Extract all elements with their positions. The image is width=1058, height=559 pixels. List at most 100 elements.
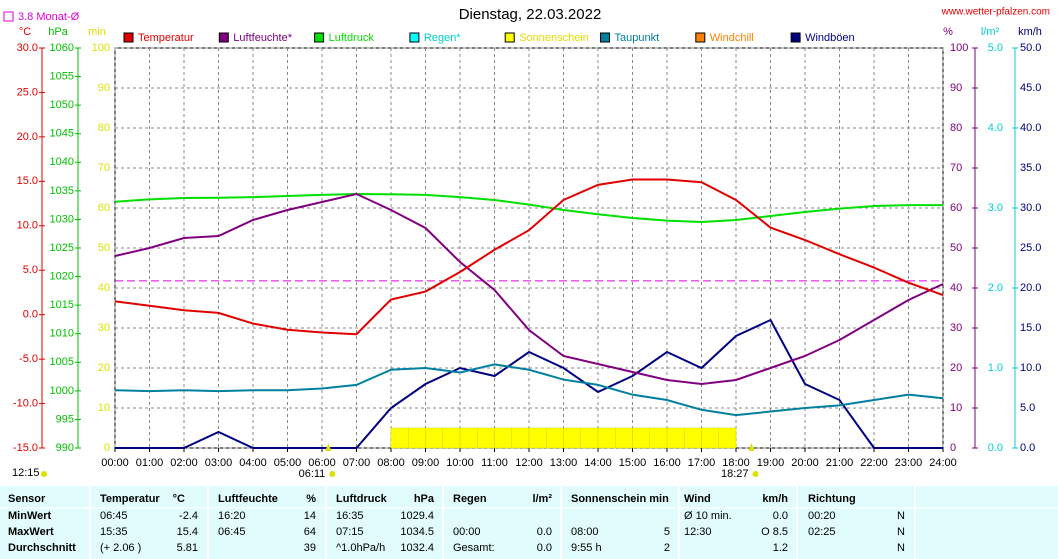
axis-unit: °C [19,26,31,38]
y-tick-label: 15.0 [1020,322,1041,334]
legend-label: Windchill [710,32,754,44]
x-tick-label: 23:00 [895,457,923,469]
series-line [114,178,944,336]
sunshine-bar [442,427,461,449]
legend-label: Luftfeuchte* [233,32,292,44]
y-tick-label: 1005 [50,356,74,368]
legend-label: Temperatur [138,32,194,44]
x-tick-label: 24:00 [929,457,957,469]
table-header: l/m² [532,493,552,505]
table-cell: 16:35 [336,510,364,522]
y-tick-label: 1020 [50,270,74,282]
legend-swatch [790,32,801,43]
legend-label: Sonnenschein [519,32,589,44]
x-tick-label: 03:00 [205,457,233,469]
sun-marker [325,443,332,451]
sunshine-bar [494,427,512,449]
legend-label: Regen* [424,32,461,44]
y-tick-label: 90 [98,82,110,94]
table-cell: 02:25 [808,526,836,538]
sun-icon [752,471,759,477]
table-header: Luftfeuchte [218,493,278,505]
y-tick-label: 10 [950,402,962,414]
table-cell: O 8.5 [761,526,788,538]
table-header: Luftdruck [336,493,388,505]
table-cell: ^1.0hPa/h [336,542,385,554]
table-cell: 12:30 [684,526,712,538]
table-cell: 39 [304,542,316,554]
table-cell: 5 [664,526,670,538]
series-line [114,192,944,386]
x-tick-label: 04:00 [239,457,267,469]
table-background [0,486,1058,559]
table-cell: 1032.4 [400,542,434,554]
y-tick-label: 0.0 [23,309,38,321]
table-cell: N [897,542,905,554]
y-tick-label: 20 [98,362,110,374]
series-line [115,318,943,449]
table-header: Temperatur [100,493,160,505]
x-tick-label: 16:00 [653,457,681,469]
table-cell: 14 [304,510,316,522]
table-cell: Ø 10 min. [684,510,732,522]
annotation-label: 18:27 [721,468,749,480]
y-tick-label: 100 [92,42,110,54]
table-cell: 64 [304,526,316,538]
y-tick-label: 0.0 [988,442,1003,454]
y-tick-label: 70 [950,162,962,174]
sunshine-bar [546,427,564,449]
table-cell: 5.81 [177,542,198,554]
y-tick-label: 10 [98,402,110,414]
x-tick-label: 02:00 [170,457,198,469]
table-cell: 0.0 [537,542,552,554]
table-header: Sonnenschein min [571,493,669,505]
row-label: Durchschnitt [8,542,76,554]
y-tick-label: 0 [950,442,956,454]
x-tick-label: 14:00 [584,457,612,469]
y-tick-label: 1040 [50,156,74,168]
x-tick-label: 19:00 [757,457,785,469]
y-tick-label: 60 [98,202,110,214]
table-header: Richtung [808,493,856,505]
y-tick-label: 25.0 [1020,242,1041,254]
table-header: Sensor [8,493,46,505]
table-cell: 1.2 [773,542,788,554]
y-tick-label: 40.0 [1020,122,1041,134]
table-cell: 0.0 [537,526,552,538]
table-header: °C [173,493,185,505]
y-tick-label: 2.0 [988,282,1003,294]
legend-swatch [504,32,515,43]
sunshine-bar [511,427,530,449]
legend-label: Taupunkt [615,32,660,44]
y-tick-label: -10.0 [13,397,38,409]
table-header: Wind [684,493,711,505]
y-tick-label: 1030 [50,213,74,225]
x-tick-label: 07:00 [343,457,371,469]
table-cell: 06:45 [218,526,246,538]
y-tick-label: 0.0 [1020,442,1035,454]
table-cell: 06:45 [100,510,128,522]
y-tick-label: 1.0 [988,362,1003,374]
sunshine-bar [649,427,668,449]
y-tick-label: 1010 [50,328,74,340]
axis-unit: hPa [48,26,68,38]
site-link[interactable]: www.wetter-pfalzen.com [941,7,1050,18]
y-tick-label: 30 [98,322,110,334]
y-tick-label: 995 [56,413,74,425]
y-tick-label: 30.0 [1020,202,1041,214]
sun-icon [41,471,47,477]
y-tick-label: 60 [950,202,962,214]
sunshine-bar [477,427,495,449]
y-tick-label: 5.0 [1020,402,1035,414]
y-tick-label: 4.0 [988,122,1003,134]
y-tick-label: 50.0 [1020,42,1041,54]
y-tick-label: 35.0 [1020,162,1041,174]
table-cell: 15:35 [100,526,128,538]
sunshine-bar [597,427,616,449]
table-cell: 0.0 [773,510,788,522]
y-tick-label: 90 [950,82,962,94]
chart-title: Dienstag, 22.03.2022 [459,6,602,23]
table-cell: 15.4 [177,526,198,538]
y-tick-label: 0 [104,442,110,454]
